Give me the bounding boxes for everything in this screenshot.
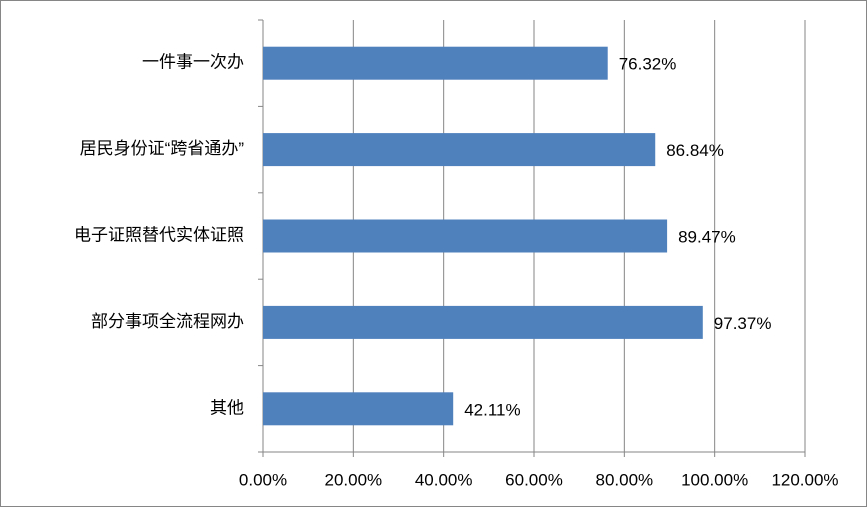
y-tick-label: 其他	[210, 398, 244, 417]
data-label: 86.84%	[666, 141, 724, 160]
data-label: 97.37%	[714, 314, 772, 333]
y-tick-label: 部分事项全流程网办	[91, 312, 244, 331]
x-tick-label: 60.00%	[505, 470, 563, 489]
x-tick-label: 120.00%	[771, 470, 838, 489]
x-tick-label: 40.00%	[415, 470, 473, 489]
x-tick-label: 80.00%	[595, 470, 653, 489]
data-label: 89.47%	[678, 227, 736, 246]
bar	[263, 46, 608, 80]
x-tick-label: 0.00%	[239, 470, 287, 489]
x-tick-label: 100.00%	[681, 470, 748, 489]
bar	[263, 392, 454, 426]
bar	[263, 219, 668, 253]
x-tick-label: 20.00%	[324, 470, 382, 489]
bar	[263, 305, 703, 339]
data-label: 42.11%	[464, 400, 520, 419]
y-tick-label: 居民身份证“跨省通办”	[80, 139, 245, 158]
data-label: 76.32%	[619, 55, 677, 74]
y-tick-label: 电子证照替代实体证照	[74, 225, 244, 244]
bar	[263, 133, 656, 167]
y-tick-label: 一件事一次办	[142, 53, 244, 72]
